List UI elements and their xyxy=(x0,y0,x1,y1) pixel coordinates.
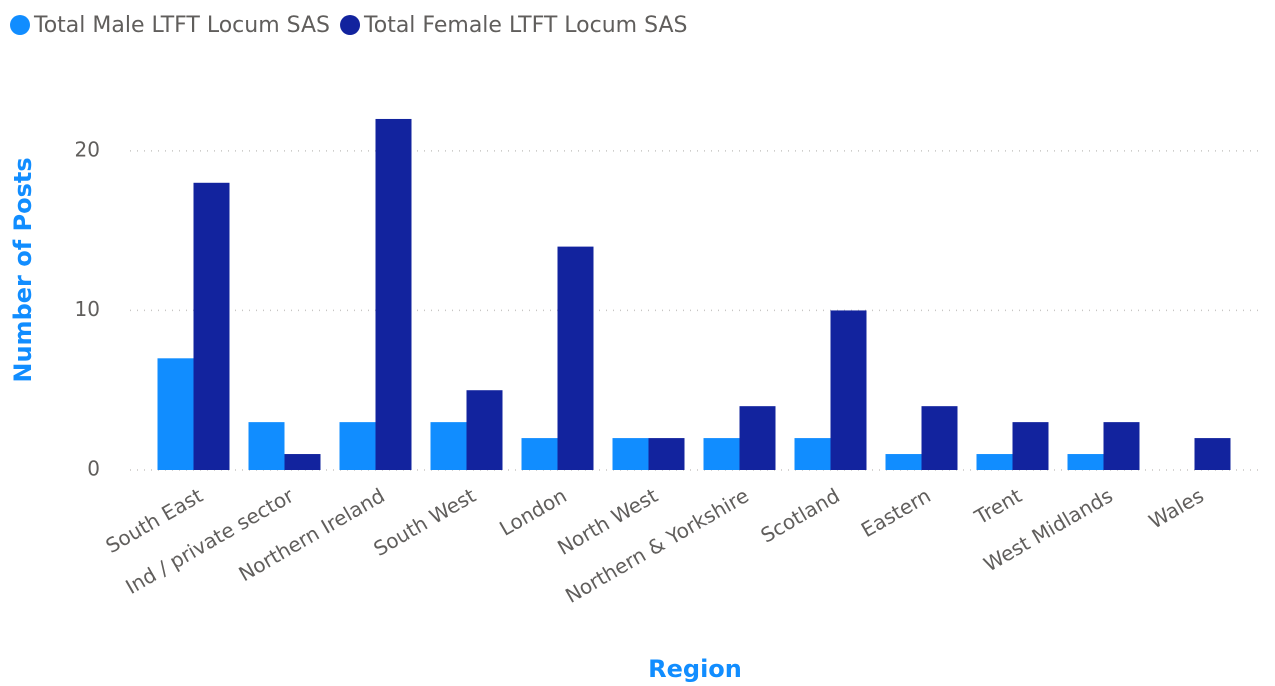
legend-label: Total Female LTFT Locum SAS xyxy=(363,13,687,38)
bar xyxy=(339,422,376,470)
x-tick-label: Scotland xyxy=(756,483,843,547)
bar xyxy=(921,406,958,470)
bar xyxy=(193,182,230,471)
bar xyxy=(375,118,412,471)
bar xyxy=(1103,422,1140,470)
y-axis-title: Number of Posts xyxy=(9,157,37,382)
bar xyxy=(794,438,831,470)
bar xyxy=(830,310,867,470)
x-tick-label: Wales xyxy=(1145,483,1208,533)
legend-label: Total Male LTFT Locum SAS xyxy=(33,13,330,38)
bar xyxy=(1067,454,1104,470)
bar xyxy=(430,422,467,470)
x-tick-label: Ind / private sector xyxy=(121,483,298,599)
bar xyxy=(1012,422,1049,470)
bar xyxy=(976,454,1013,470)
legend-marker xyxy=(340,15,361,35)
bar xyxy=(612,438,649,470)
bar xyxy=(521,438,558,470)
bar xyxy=(248,422,285,470)
x-axis-title: Region xyxy=(648,655,742,683)
bar xyxy=(739,406,776,470)
bar xyxy=(466,390,503,470)
legend-marker xyxy=(10,15,30,35)
bar xyxy=(648,438,685,470)
y-tick-label: 20 xyxy=(75,137,100,161)
bar xyxy=(284,454,321,470)
bar xyxy=(703,438,740,470)
bar xyxy=(157,358,194,470)
x-tick-label: South West xyxy=(369,483,480,561)
x-tick-label: Eastern xyxy=(857,483,935,542)
x-tick-label: Trent xyxy=(970,483,1026,529)
bar xyxy=(885,454,922,470)
y-tick-label: 0 xyxy=(87,457,100,481)
bar xyxy=(557,246,594,470)
bar xyxy=(1194,438,1231,470)
x-tick-label: London xyxy=(495,483,570,540)
y-tick-label: 10 xyxy=(75,297,100,321)
